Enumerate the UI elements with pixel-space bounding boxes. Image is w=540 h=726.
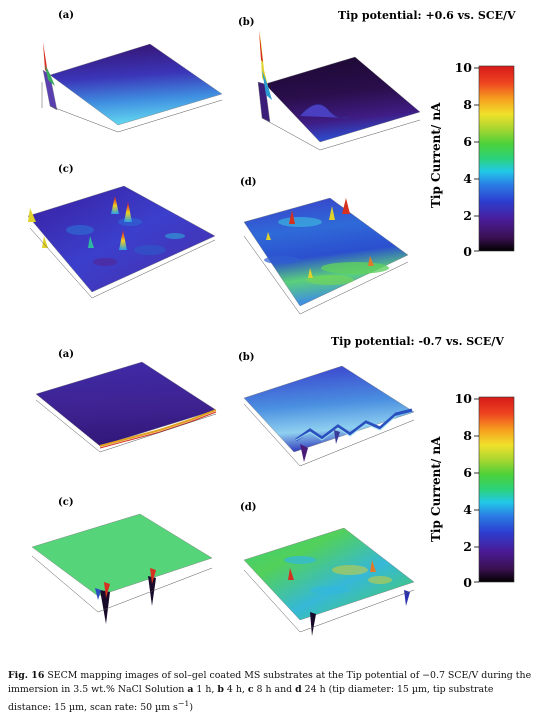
top-panel-c: (c) (27, 164, 216, 299)
colorbar-tick: 2 (463, 208, 472, 223)
colorbar-tick: 0 (463, 575, 472, 590)
bottom-colorbar: 10 8 6 4 2 0 Tip Current/ nA (429, 391, 515, 590)
surface-map (35, 361, 217, 447)
bottom-tip-potential-title: Tip potential: -0.7 vs. SCE/V (331, 335, 504, 348)
colorbar-title: Tip Current/ nA (429, 436, 443, 542)
panel-label-d: (d) (240, 502, 256, 513)
bottom-panel-d: (d) (240, 502, 415, 636)
bottom-panel-a: (a) (35, 349, 217, 453)
panel-label-a: (a) (58, 10, 74, 21)
colorbar-tick: 4 (463, 171, 472, 186)
colorbar-tick: 0 (463, 244, 472, 259)
colorbar-tick: 6 (463, 465, 472, 480)
caption-key-d: d (295, 684, 302, 695)
colorbar-title: Tip Current/ nA (429, 102, 443, 208)
panel-label-d: (d) (240, 177, 256, 188)
figure-number: Fig. 16 (8, 670, 45, 681)
top-colorbar: 10 8 6 4 2 0 Tip Current/ nA (429, 60, 515, 259)
colorbar-tick: 8 (463, 97, 472, 112)
caption-key-c: c (247, 684, 254, 695)
panel-label-b: (b) (238, 352, 254, 363)
colorbar-tick: 10 (455, 60, 473, 75)
caption-text: 4 h, (223, 684, 248, 695)
secm-figure: Tip potential: +0.6 vs. SCE/V (a) (b) (c… (27, 9, 516, 636)
caption-text: SECM mapping images of sol–gel coated MS… (8, 670, 532, 695)
top-panel-a: (a) (41, 10, 223, 133)
colorbar-gradient (478, 65, 515, 252)
colorbar-tick: 4 (463, 502, 472, 517)
bottom-panel-b: (b) (238, 352, 415, 467)
caption-superscript: −1 (177, 699, 190, 708)
panel-label-c: (c) (58, 164, 74, 175)
top-tip-potential-title: Tip potential: +0.6 vs. SCE/V (338, 9, 516, 22)
caption-key-a: a (187, 684, 194, 695)
colorbar-tick: 10 (455, 391, 473, 406)
top-panel-d: (d) (240, 177, 409, 315)
caption-text: 8 h and (253, 684, 296, 695)
colorbar-tick: 6 (463, 134, 472, 149)
surface-map (264, 56, 421, 143)
surface-map (243, 197, 409, 307)
colorbar-tick: 2 (463, 539, 472, 554)
colorbar-tick: 8 (463, 428, 472, 443)
colorbar-gradient (478, 396, 515, 583)
top-panel-b: (b) (238, 17, 421, 151)
caption-text: 1 h, (193, 684, 218, 695)
bottom-panel-c: (c) (31, 497, 213, 624)
surface-map (31, 513, 213, 597)
caption-key-b: b (217, 684, 224, 695)
caption-text: 24 h (tip diameter: 15 µm, tip substrate… (8, 684, 494, 714)
surface-map (243, 365, 415, 453)
surface-map (49, 43, 223, 126)
caption-text: ) (189, 702, 194, 714)
surface-map (243, 527, 415, 621)
panel-label-b: (b) (238, 17, 254, 28)
figure-caption: Fig. 16 SECM mapping images of sol–gel c… (8, 669, 538, 715)
panel-label-a: (a) (58, 349, 74, 360)
panel-label-c: (c) (58, 497, 74, 508)
